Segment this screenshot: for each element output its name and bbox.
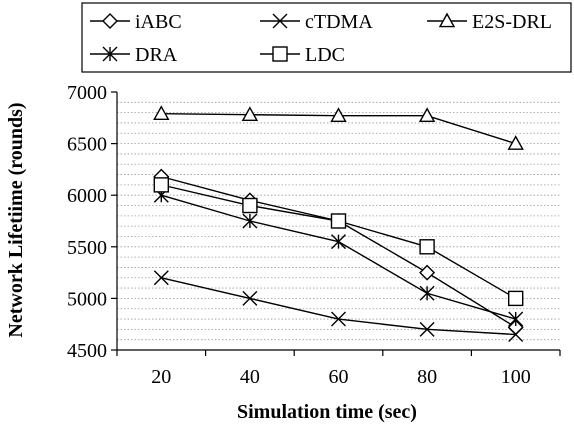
data-point: [508, 311, 524, 327]
legend-item-ldc: LDC: [260, 44, 345, 66]
data-point: [153, 105, 170, 120]
legend-item-ctdma: cTDMA: [260, 11, 373, 33]
y-tick-label: 6500: [67, 134, 107, 156]
x-tick-label: 60: [329, 366, 349, 388]
data-point: [242, 290, 258, 306]
legend-item-e2s-drl: E2S-DRL: [427, 11, 552, 33]
x-tick-label: 40: [240, 366, 260, 388]
x-tick-label: 100: [501, 366, 531, 388]
axes: [111, 91, 561, 356]
legend-marker: [102, 13, 118, 29]
y-tick-label: 5500: [67, 237, 107, 259]
legend-marker: [272, 13, 288, 29]
data-point: [153, 177, 170, 193]
y-tick-label: 4500: [67, 340, 107, 362]
legend-item-iabc: iABC: [90, 11, 182, 33]
data-point: [331, 234, 346, 250]
y-tick-label: 5000: [67, 288, 107, 310]
series-line: [161, 175, 517, 328]
tick-labels: 4500 5000 5500 6000 6500 7000 20 40 60 80 100: [67, 82, 531, 388]
data-point: [419, 321, 435, 337]
data-point: [508, 290, 524, 307]
data-point: [419, 239, 435, 255]
legend-label: E2S-DRL: [472, 11, 552, 33]
series-line: [161, 277, 516, 336]
legend-marker: [102, 46, 118, 62]
data-point: [330, 107, 347, 123]
y-tick-label: 7000: [67, 82, 107, 104]
data-point: [419, 264, 436, 281]
legend-marker: [438, 12, 456, 28]
data-point: [330, 213, 347, 229]
x-axis-title: Simulation time (sec): [237, 401, 417, 423]
legend-item-dra: DRA: [90, 44, 178, 66]
x-tick-label: 20: [151, 366, 171, 388]
x-tick-label: 80: [417, 366, 437, 388]
legend-marker: [272, 46, 288, 62]
data-point: [241, 106, 259, 122]
series-iabc: [153, 168, 524, 336]
data-point: [507, 135, 524, 150]
y-axis-title: Network Lifetiime (rounds): [5, 102, 27, 337]
legend-label: DRA: [135, 44, 178, 66]
legend-label: LDC: [305, 44, 345, 66]
series-e2s-drl: [153, 105, 524, 150]
data-point: [153, 270, 169, 286]
data-point: [242, 197, 258, 214]
legend-box: [81, 2, 572, 73]
legend-label: iABC: [135, 11, 182, 33]
series-ctdma: [153, 270, 524, 343]
series: [153, 105, 524, 343]
series-dra: [153, 187, 524, 327]
data-point: [418, 107, 436, 123]
data-point: [419, 285, 435, 301]
legend-label: cTDMA: [305, 11, 373, 33]
series-ldc: [153, 177, 524, 307]
data-point: [331, 311, 346, 327]
data-point: [508, 327, 524, 343]
y-tick-label: 6000: [67, 185, 107, 207]
data-point: [242, 213, 258, 229]
legend: iABC cTDMA E2S-DRL DRA LDC: [81, 2, 572, 73]
